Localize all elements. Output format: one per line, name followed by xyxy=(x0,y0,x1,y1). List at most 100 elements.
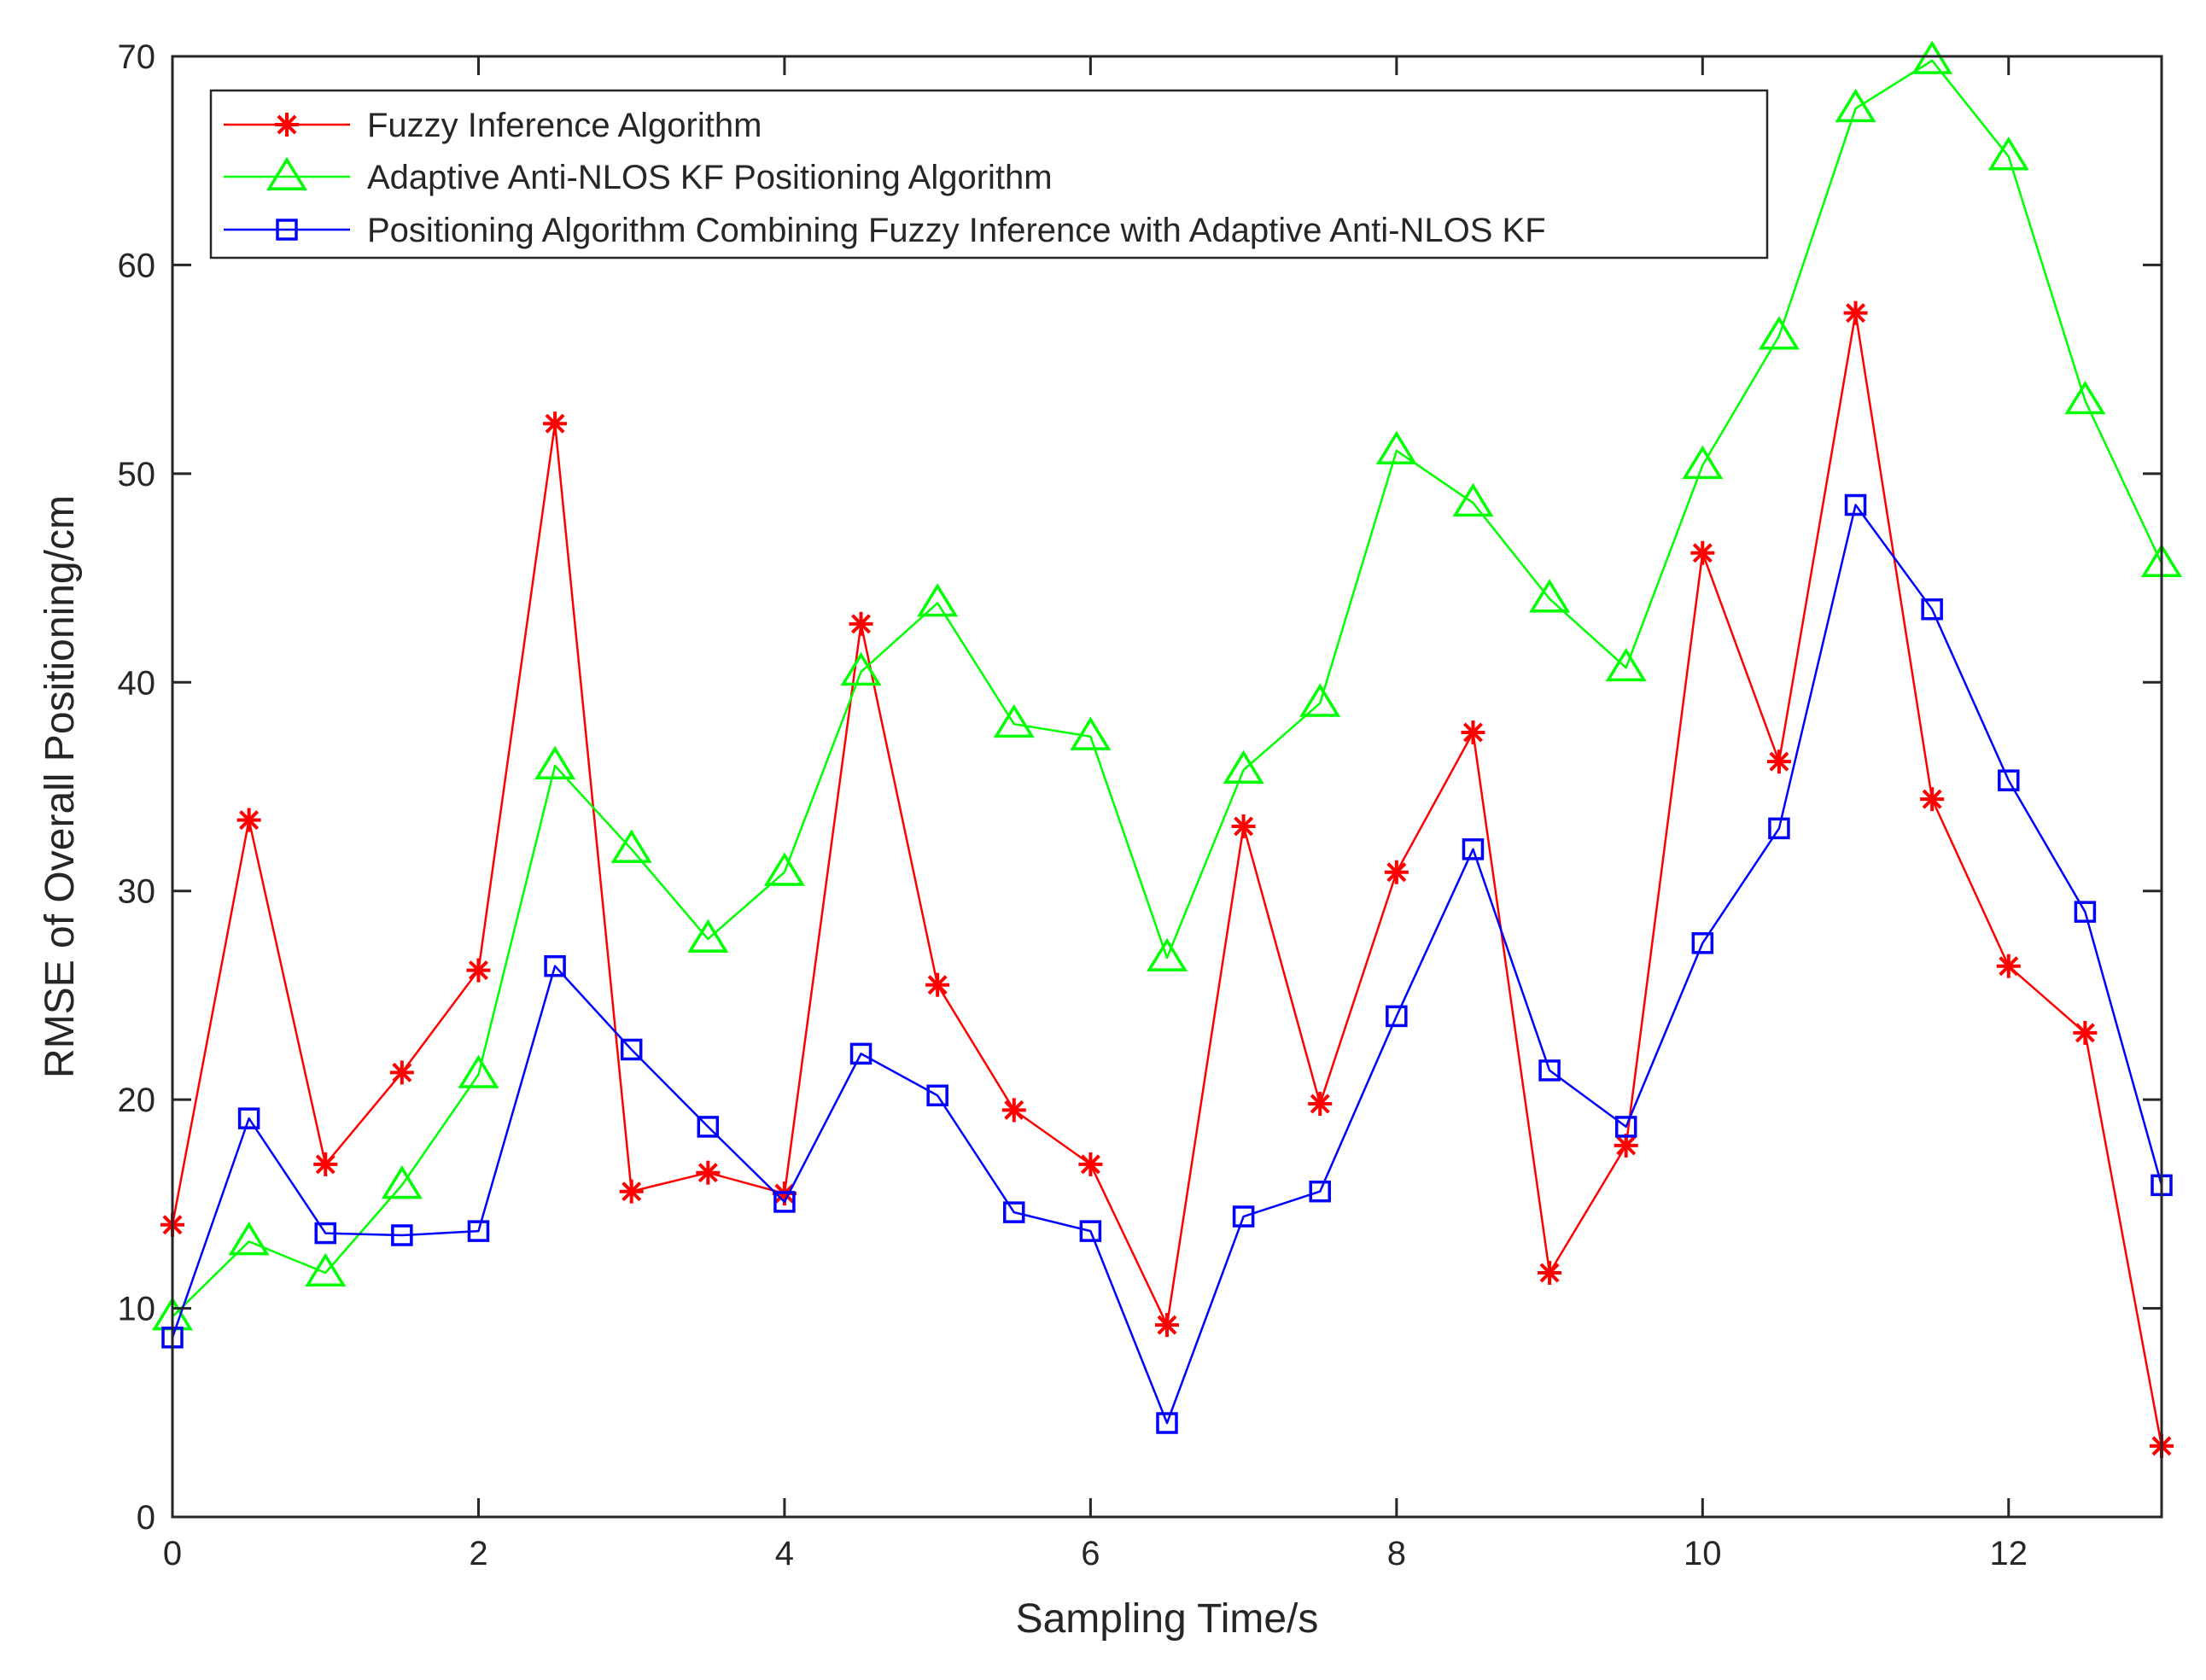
x-tick-label: 4 xyxy=(775,1535,794,1572)
data-point xyxy=(313,1152,338,1176)
series-line xyxy=(171,504,2163,1425)
data-point xyxy=(1691,932,1714,954)
data-point xyxy=(620,1038,643,1061)
data-point xyxy=(1605,647,1647,682)
y-tick-label: 30 xyxy=(118,873,156,911)
legend-box xyxy=(209,89,1769,260)
data-point xyxy=(697,1116,720,1138)
legend-entry: Positioning Algorithm Combining Fuzzy In… xyxy=(224,212,1546,249)
data-point xyxy=(1156,1412,1178,1434)
legend-marker xyxy=(276,219,298,241)
data-point xyxy=(1690,540,1715,565)
legend: Fuzzy Inference Algorithm Adaptive Anti-N… xyxy=(209,89,1769,260)
data-point xyxy=(1146,937,1188,971)
data-point xyxy=(305,1252,347,1287)
data-point xyxy=(619,1179,644,1204)
data-point xyxy=(849,1042,872,1065)
axes-box xyxy=(171,55,2163,1519)
data-point xyxy=(1921,598,1943,621)
data-point xyxy=(2074,901,2097,923)
data-point xyxy=(925,972,950,997)
data-point xyxy=(1768,817,1790,840)
legend-label: Adaptive Anti-NLOS KF Positioning Algori… xyxy=(367,159,1053,196)
plot-area xyxy=(172,56,2162,1517)
data-point xyxy=(1987,137,2029,171)
data-point xyxy=(1911,40,1953,74)
data-point xyxy=(917,583,959,617)
data-point xyxy=(763,852,805,886)
data-point xyxy=(849,611,873,636)
data-point xyxy=(2073,1020,2098,1045)
y-tick-label: 20 xyxy=(118,1082,156,1119)
data-point xyxy=(1461,720,1485,744)
data-point xyxy=(1996,954,2021,978)
series-2 xyxy=(151,40,2183,1331)
data-point xyxy=(1384,860,1409,884)
data-point xyxy=(1223,750,1264,784)
data-point xyxy=(1538,1261,1562,1286)
data-point xyxy=(1309,1180,1331,1203)
data-point xyxy=(1682,445,1724,480)
data-point xyxy=(1766,750,1791,774)
data-point xyxy=(228,1222,270,1256)
series-layer xyxy=(151,40,2183,1458)
data-point xyxy=(1538,1059,1561,1082)
data-point xyxy=(458,1054,499,1088)
data-point xyxy=(381,1165,423,1199)
y-tick-label: 0 xyxy=(137,1499,155,1537)
y-tick-label: 70 xyxy=(118,38,156,76)
data-point xyxy=(1375,430,1417,464)
data-point xyxy=(993,703,1035,738)
data-point xyxy=(1758,316,1800,350)
data-point xyxy=(1003,1201,1025,1223)
legend-marker xyxy=(275,113,299,137)
data-point xyxy=(1843,300,1868,325)
data-point xyxy=(1920,787,1945,812)
data-point xyxy=(544,954,566,977)
axes-layer: 0 2 4 6 8 10 12 0 10 20 30 40 50 60 70 xyxy=(118,38,2163,1572)
data-point xyxy=(1844,493,1867,516)
data-point xyxy=(466,958,491,983)
legend-marker xyxy=(266,156,308,190)
x-tick-label: 12 xyxy=(1990,1535,2028,1572)
series-line xyxy=(172,59,2163,1318)
data-point xyxy=(2064,381,2106,415)
legend-entry: Adaptive Anti-NLOS KF Positioning Algori… xyxy=(224,156,1053,196)
data-point xyxy=(1231,814,1256,838)
data-point xyxy=(534,745,576,780)
data-point xyxy=(314,1222,336,1245)
data-point xyxy=(1835,88,1876,123)
y-axis-title: RMSE of Overall Positioning/cm xyxy=(38,495,83,1078)
data-point xyxy=(467,1220,490,1242)
y-tick-label: 60 xyxy=(118,247,156,284)
data-point xyxy=(1308,1092,1333,1117)
data-point xyxy=(1614,1116,1637,1138)
x-tick-label: 10 xyxy=(1684,1535,1722,1572)
x-tick-label: 0 xyxy=(163,1535,182,1572)
data-point xyxy=(236,808,261,832)
data-point xyxy=(610,829,652,863)
data-point xyxy=(773,1191,796,1213)
data-point xyxy=(687,919,729,953)
x-tick-label: 2 xyxy=(469,1535,487,1572)
y-tick-label: 40 xyxy=(118,664,156,702)
y-tick-label: 50 xyxy=(118,456,156,493)
legend-label: Positioning Algorithm Combining Fuzzy In… xyxy=(367,212,1546,249)
data-point xyxy=(926,1084,948,1107)
legend-label: Fuzzy Inference Algorithm xyxy=(367,107,762,144)
data-point xyxy=(1386,1005,1408,1028)
x-tick-label: 6 xyxy=(1081,1535,1100,1572)
legend-entry: Fuzzy Inference Algorithm xyxy=(224,107,762,144)
data-point xyxy=(696,1160,721,1185)
data-point xyxy=(1232,1205,1255,1228)
data-point xyxy=(1462,838,1485,860)
data-point xyxy=(1998,769,2020,791)
data-point xyxy=(237,1107,260,1129)
data-point xyxy=(389,1060,414,1085)
data-point xyxy=(543,411,568,436)
x-tick-label: 8 xyxy=(1387,1535,1406,1572)
data-point xyxy=(1452,482,1494,517)
data-point xyxy=(391,1224,413,1246)
data-point xyxy=(1001,1098,1026,1123)
